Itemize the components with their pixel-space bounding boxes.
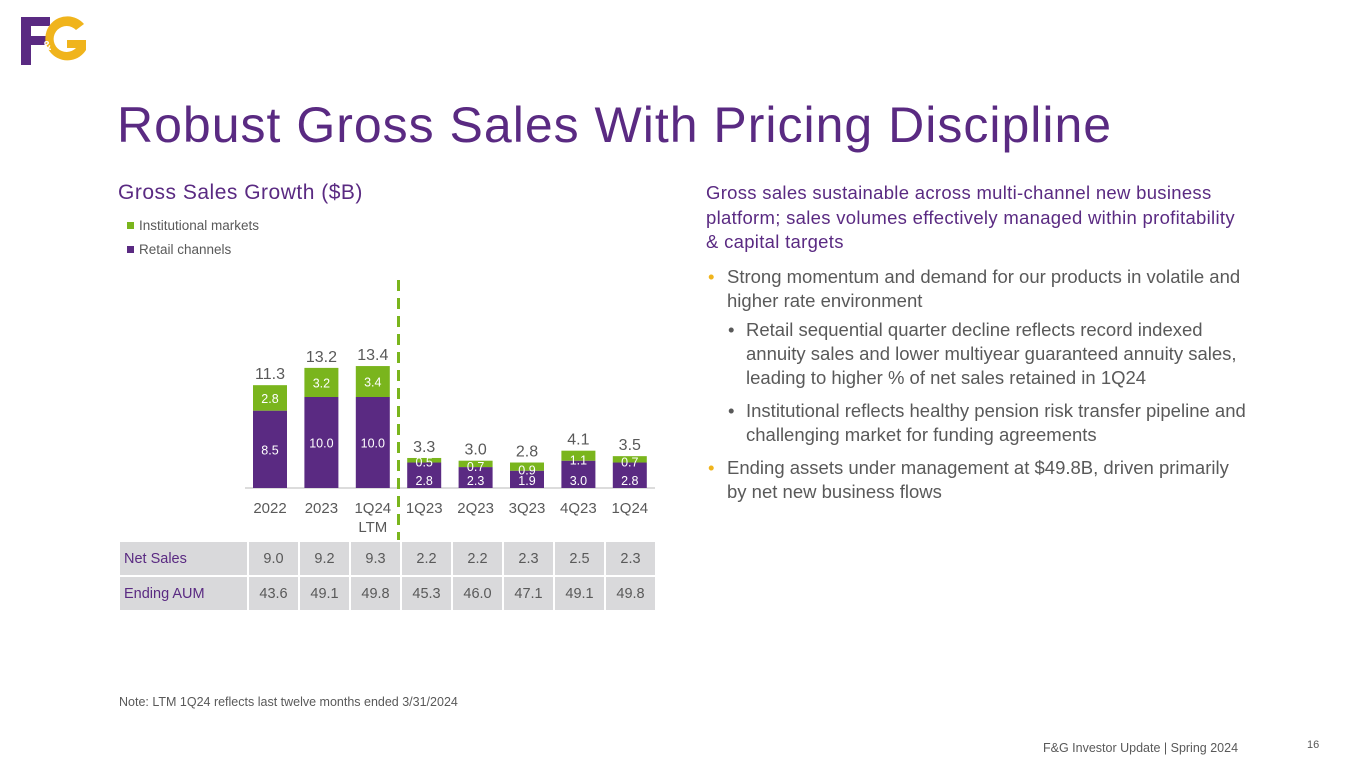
fg-logo: & — [21, 16, 86, 65]
bullet-item: • Strong momentum and demand for our pro… — [708, 265, 1253, 313]
total-label: 3.3 — [413, 439, 435, 456]
bar-institutional — [355, 366, 390, 397]
x-tick-label: 1Q24 — [611, 500, 648, 517]
value-label-institutional: 0.5 — [416, 456, 433, 470]
value-label-retail: 2.8 — [621, 474, 638, 488]
table-cell: 43.6 — [249, 577, 298, 610]
value-label-retail: 10.0 — [309, 437, 333, 451]
x-tick-label: 2023 — [305, 500, 338, 517]
bar-institutional — [253, 385, 287, 411]
bar-retail — [510, 470, 544, 488]
legend-swatch-institutional — [127, 222, 134, 229]
total-label: 13.2 — [306, 349, 337, 366]
table-row-net-sales: Net Sales 9.0 9.2 9.3 2.2 2.2 2.3 2.5 2.… — [120, 542, 655, 575]
value-label-institutional: 0.7 — [621, 456, 638, 470]
value-label-retail: 1.9 — [518, 474, 535, 488]
bar-retail — [304, 397, 339, 488]
table-cell: 9.3 — [351, 542, 400, 575]
value-label-retail: 2.8 — [416, 474, 433, 488]
table-cell: 9.0 — [249, 542, 298, 575]
footer-text: F&G Investor Update | Spring 2024 — [1043, 741, 1239, 755]
x-tick-label: 2Q23 — [457, 500, 494, 517]
footnote: Note: LTM 1Q24 reflects last twelve mont… — [119, 695, 458, 709]
x-tick-sublabel: LTM — [358, 519, 387, 536]
x-tick-label: 1Q24 — [354, 500, 391, 517]
legend-label-institutional: Institutional markets — [139, 218, 260, 233]
sub-bullet-text: Retail sequential quarter decline reflec… — [746, 319, 1237, 388]
table-cell: 47.1 — [504, 577, 553, 610]
bullet-text: Ending assets under management at $49.8B… — [727, 457, 1229, 502]
value-label-institutional: 0.7 — [467, 460, 484, 474]
value-label-institutional: 3.4 — [364, 376, 381, 390]
x-tick-label: 3Q23 — [509, 500, 546, 517]
page-title: Robust Gross Sales With Pricing Discipli… — [117, 97, 1113, 153]
x-tick-label: 4Q23 — [560, 500, 597, 517]
legend-item-retail: Retail channels — [127, 242, 231, 257]
bullet-dot-icon: • — [708, 266, 715, 287]
value-label-institutional: 1.1 — [570, 454, 587, 468]
bullet-dot-icon: • — [708, 457, 715, 478]
table-cell: 2.5 — [555, 542, 604, 575]
sub-bullet-item: • Retail sequential quarter decline refl… — [728, 318, 1258, 390]
total-label: 2.8 — [516, 444, 538, 461]
row-label: Net Sales — [120, 542, 247, 575]
bar-institutional — [612, 456, 647, 463]
total-label: 11.3 — [255, 366, 285, 383]
table-cell: 49.8 — [351, 577, 400, 610]
bullet-item: • Ending assets under management at $49.… — [708, 456, 1253, 504]
bar-institutional — [510, 462, 544, 471]
table-cell: 46.0 — [453, 577, 502, 610]
bar-retail — [561, 460, 596, 488]
sub-bullet-dot-icon: • — [728, 319, 735, 340]
metrics-table: Net Sales 9.0 9.2 9.3 2.2 2.2 2.3 2.5 2.… — [118, 540, 657, 612]
value-label-retail: 10.0 — [361, 437, 385, 451]
bar-institutional — [304, 367, 339, 397]
table-cell: 49.1 — [300, 577, 349, 610]
row-label: Ending AUM — [120, 577, 247, 610]
bar-institutional — [458, 460, 493, 468]
legend-swatch-retail — [127, 246, 134, 253]
table-cell: 2.2 — [453, 542, 502, 575]
total-label: 13.4 — [357, 347, 388, 364]
total-label: 3.0 — [464, 442, 486, 459]
table-cell: 49.8 — [606, 577, 655, 610]
table-row-ending-aum: Ending AUM 43.6 49.1 49.8 45.3 46.0 47.1… — [120, 577, 655, 610]
legend-item-institutional: Institutional markets — [127, 218, 259, 233]
chart-title: Gross Sales Growth ($B) — [118, 181, 363, 204]
x-tick-label: 2022 — [253, 500, 286, 517]
value-label-retail: 2.3 — [467, 474, 484, 488]
value-label-institutional: 3.2 — [313, 376, 330, 390]
table-cell: 2.2 — [402, 542, 451, 575]
bar-institutional — [407, 457, 442, 463]
sub-bullet-dot-icon: • — [728, 400, 735, 421]
table-cell: 45.3 — [402, 577, 451, 610]
bar-chart: 8.5 2.8 11.3 2022 10.0 3.2 13.2 2023 10.0 3.4 13.4… — [245, 280, 655, 540]
value-label-retail: 8.5 — [261, 443, 278, 457]
page-number: 16 — [1307, 739, 1320, 751]
total-label: 3.5 — [619, 437, 641, 454]
bar-retail — [253, 410, 287, 488]
total-label: 4.1 — [567, 432, 589, 449]
bar-retail — [407, 462, 442, 488]
right-heading: Gross sales sustainable across multi-cha… — [706, 182, 1235, 252]
table-cell: 2.3 — [606, 542, 655, 575]
table-cell: 9.2 — [300, 542, 349, 575]
bar-retail — [355, 397, 390, 488]
x-tick-label: 1Q23 — [406, 500, 443, 517]
value-label-institutional: 0.9 — [518, 464, 535, 478]
svg-text:&: & — [42, 38, 51, 53]
bar-retail — [458, 467, 493, 488]
bullet-text: Strong momentum and demand for our produ… — [727, 266, 1241, 311]
bar-retail — [612, 462, 647, 488]
legend-label-retail: Retail channels — [139, 242, 232, 257]
bar-institutional — [561, 450, 596, 461]
value-label-retail: 3.0 — [570, 474, 587, 488]
sub-bullet-text: Institutional reflects healthy pension r… — [746, 400, 1246, 445]
value-label-institutional: 2.8 — [261, 392, 278, 406]
table-cell: 2.3 — [504, 542, 553, 575]
table-cell: 49.1 — [555, 577, 604, 610]
sub-bullet-item: • Institutional reflects healthy pension… — [728, 399, 1258, 447]
